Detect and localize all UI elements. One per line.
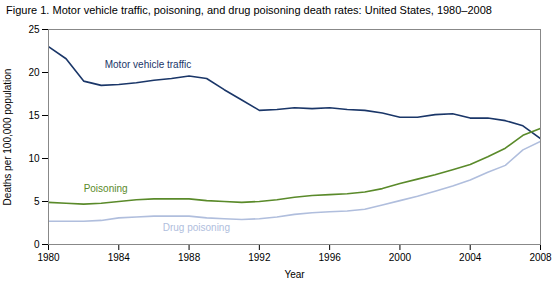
- svg-text:25: 25: [28, 24, 40, 35]
- svg-text:Deaths per 100,000 population: Deaths per 100,000 population: [2, 69, 13, 206]
- svg-text:20: 20: [28, 67, 40, 78]
- svg-text:1996: 1996: [319, 252, 342, 263]
- svg-text:15: 15: [28, 110, 40, 121]
- svg-text:1988: 1988: [178, 252, 201, 263]
- svg-text:2004: 2004: [459, 252, 482, 263]
- svg-text:0: 0: [34, 239, 40, 250]
- svg-text:Year: Year: [284, 269, 305, 280]
- svg-text:1992: 1992: [248, 252, 271, 263]
- svg-text:5: 5: [34, 196, 40, 207]
- svg-text:10: 10: [28, 153, 40, 164]
- html-text:Figure 1. Motor vehicle traffi: Figure 1. Motor vehicle traffic, poisoni…: [6, 4, 492, 16]
- svg-text:1980: 1980: [37, 252, 60, 263]
- svg-text:Motor vehicle traffic: Motor vehicle traffic: [105, 59, 192, 70]
- svg-text:Poisoning: Poisoning: [84, 183, 128, 194]
- svg-text:1984: 1984: [108, 252, 131, 263]
- svg-text:2008: 2008: [529, 252, 552, 263]
- svg-text:Drug poisoning: Drug poisoning: [163, 222, 230, 233]
- svg-text:2000: 2000: [389, 252, 412, 263]
